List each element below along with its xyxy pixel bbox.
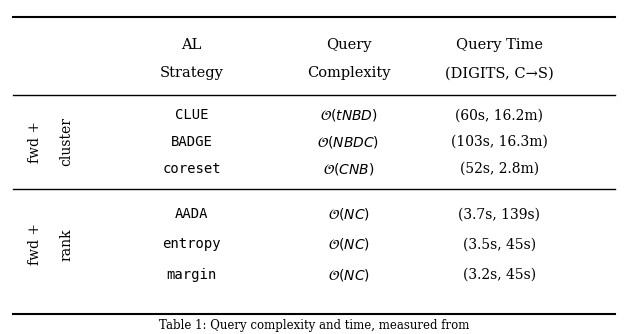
Text: AADA: AADA bbox=[175, 207, 208, 221]
Text: margin: margin bbox=[166, 268, 217, 282]
Text: rank: rank bbox=[59, 228, 73, 261]
Text: (3.2s, 45s): (3.2s, 45s) bbox=[463, 268, 536, 282]
Text: CLUE: CLUE bbox=[175, 108, 208, 122]
Text: (103s, 16.3m): (103s, 16.3m) bbox=[451, 135, 548, 149]
Text: Complexity: Complexity bbox=[307, 66, 390, 80]
Text: (3.5s, 45s): (3.5s, 45s) bbox=[463, 237, 536, 252]
Text: $\mathcal{O}(NC)$: $\mathcal{O}(NC)$ bbox=[328, 206, 369, 222]
Text: entropy: entropy bbox=[162, 237, 221, 252]
Text: $\mathcal{O}(CNB)$: $\mathcal{O}(CNB)$ bbox=[323, 161, 374, 177]
Text: $\mathcal{O}(tNBD)$: $\mathcal{O}(tNBD)$ bbox=[320, 107, 377, 123]
Text: fwd +: fwd + bbox=[28, 121, 41, 163]
Text: (3.7s, 139s): (3.7s, 139s) bbox=[458, 207, 540, 221]
Text: $\mathcal{O}(NC)$: $\mathcal{O}(NC)$ bbox=[328, 236, 369, 253]
Text: AL: AL bbox=[181, 38, 202, 52]
Text: Strategy: Strategy bbox=[160, 66, 224, 80]
Text: coreset: coreset bbox=[162, 162, 221, 176]
Text: cluster: cluster bbox=[59, 118, 73, 166]
Text: Query Time: Query Time bbox=[456, 38, 543, 52]
Text: fwd +: fwd + bbox=[28, 223, 41, 266]
Text: BADGE: BADGE bbox=[171, 135, 212, 149]
Text: (60s, 16.2m): (60s, 16.2m) bbox=[455, 108, 543, 122]
Text: (52s, 2.8m): (52s, 2.8m) bbox=[460, 162, 539, 176]
Text: Table 1: Query complexity and time, measured from: Table 1: Query complexity and time, meas… bbox=[159, 319, 469, 332]
Text: $\mathcal{O}(NBDC)$: $\mathcal{O}(NBDC)$ bbox=[318, 134, 379, 150]
Text: $\mathcal{O}(NC)$: $\mathcal{O}(NC)$ bbox=[328, 267, 369, 283]
Text: (DIGITS, C→S): (DIGITS, C→S) bbox=[445, 66, 554, 80]
Text: Query: Query bbox=[326, 38, 371, 52]
